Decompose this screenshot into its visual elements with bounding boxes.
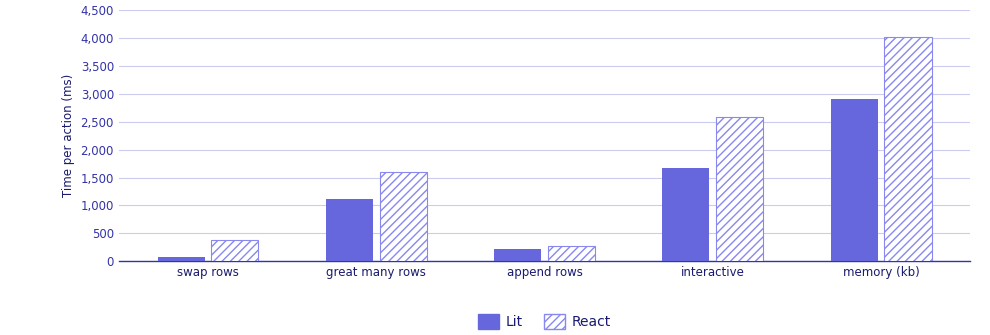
Bar: [379, 172, 427, 261]
Bar: [211, 240, 258, 261]
Legend: Lit, React: Lit, React: [472, 309, 617, 335]
Bar: [884, 37, 932, 261]
Bar: [662, 168, 710, 261]
Bar: [716, 117, 763, 261]
Bar: [494, 249, 542, 261]
Bar: [326, 199, 373, 261]
Y-axis label: Time per action (ms): Time per action (ms): [62, 74, 75, 197]
Bar: [831, 99, 878, 261]
Bar: [547, 246, 595, 261]
Bar: [157, 257, 205, 261]
